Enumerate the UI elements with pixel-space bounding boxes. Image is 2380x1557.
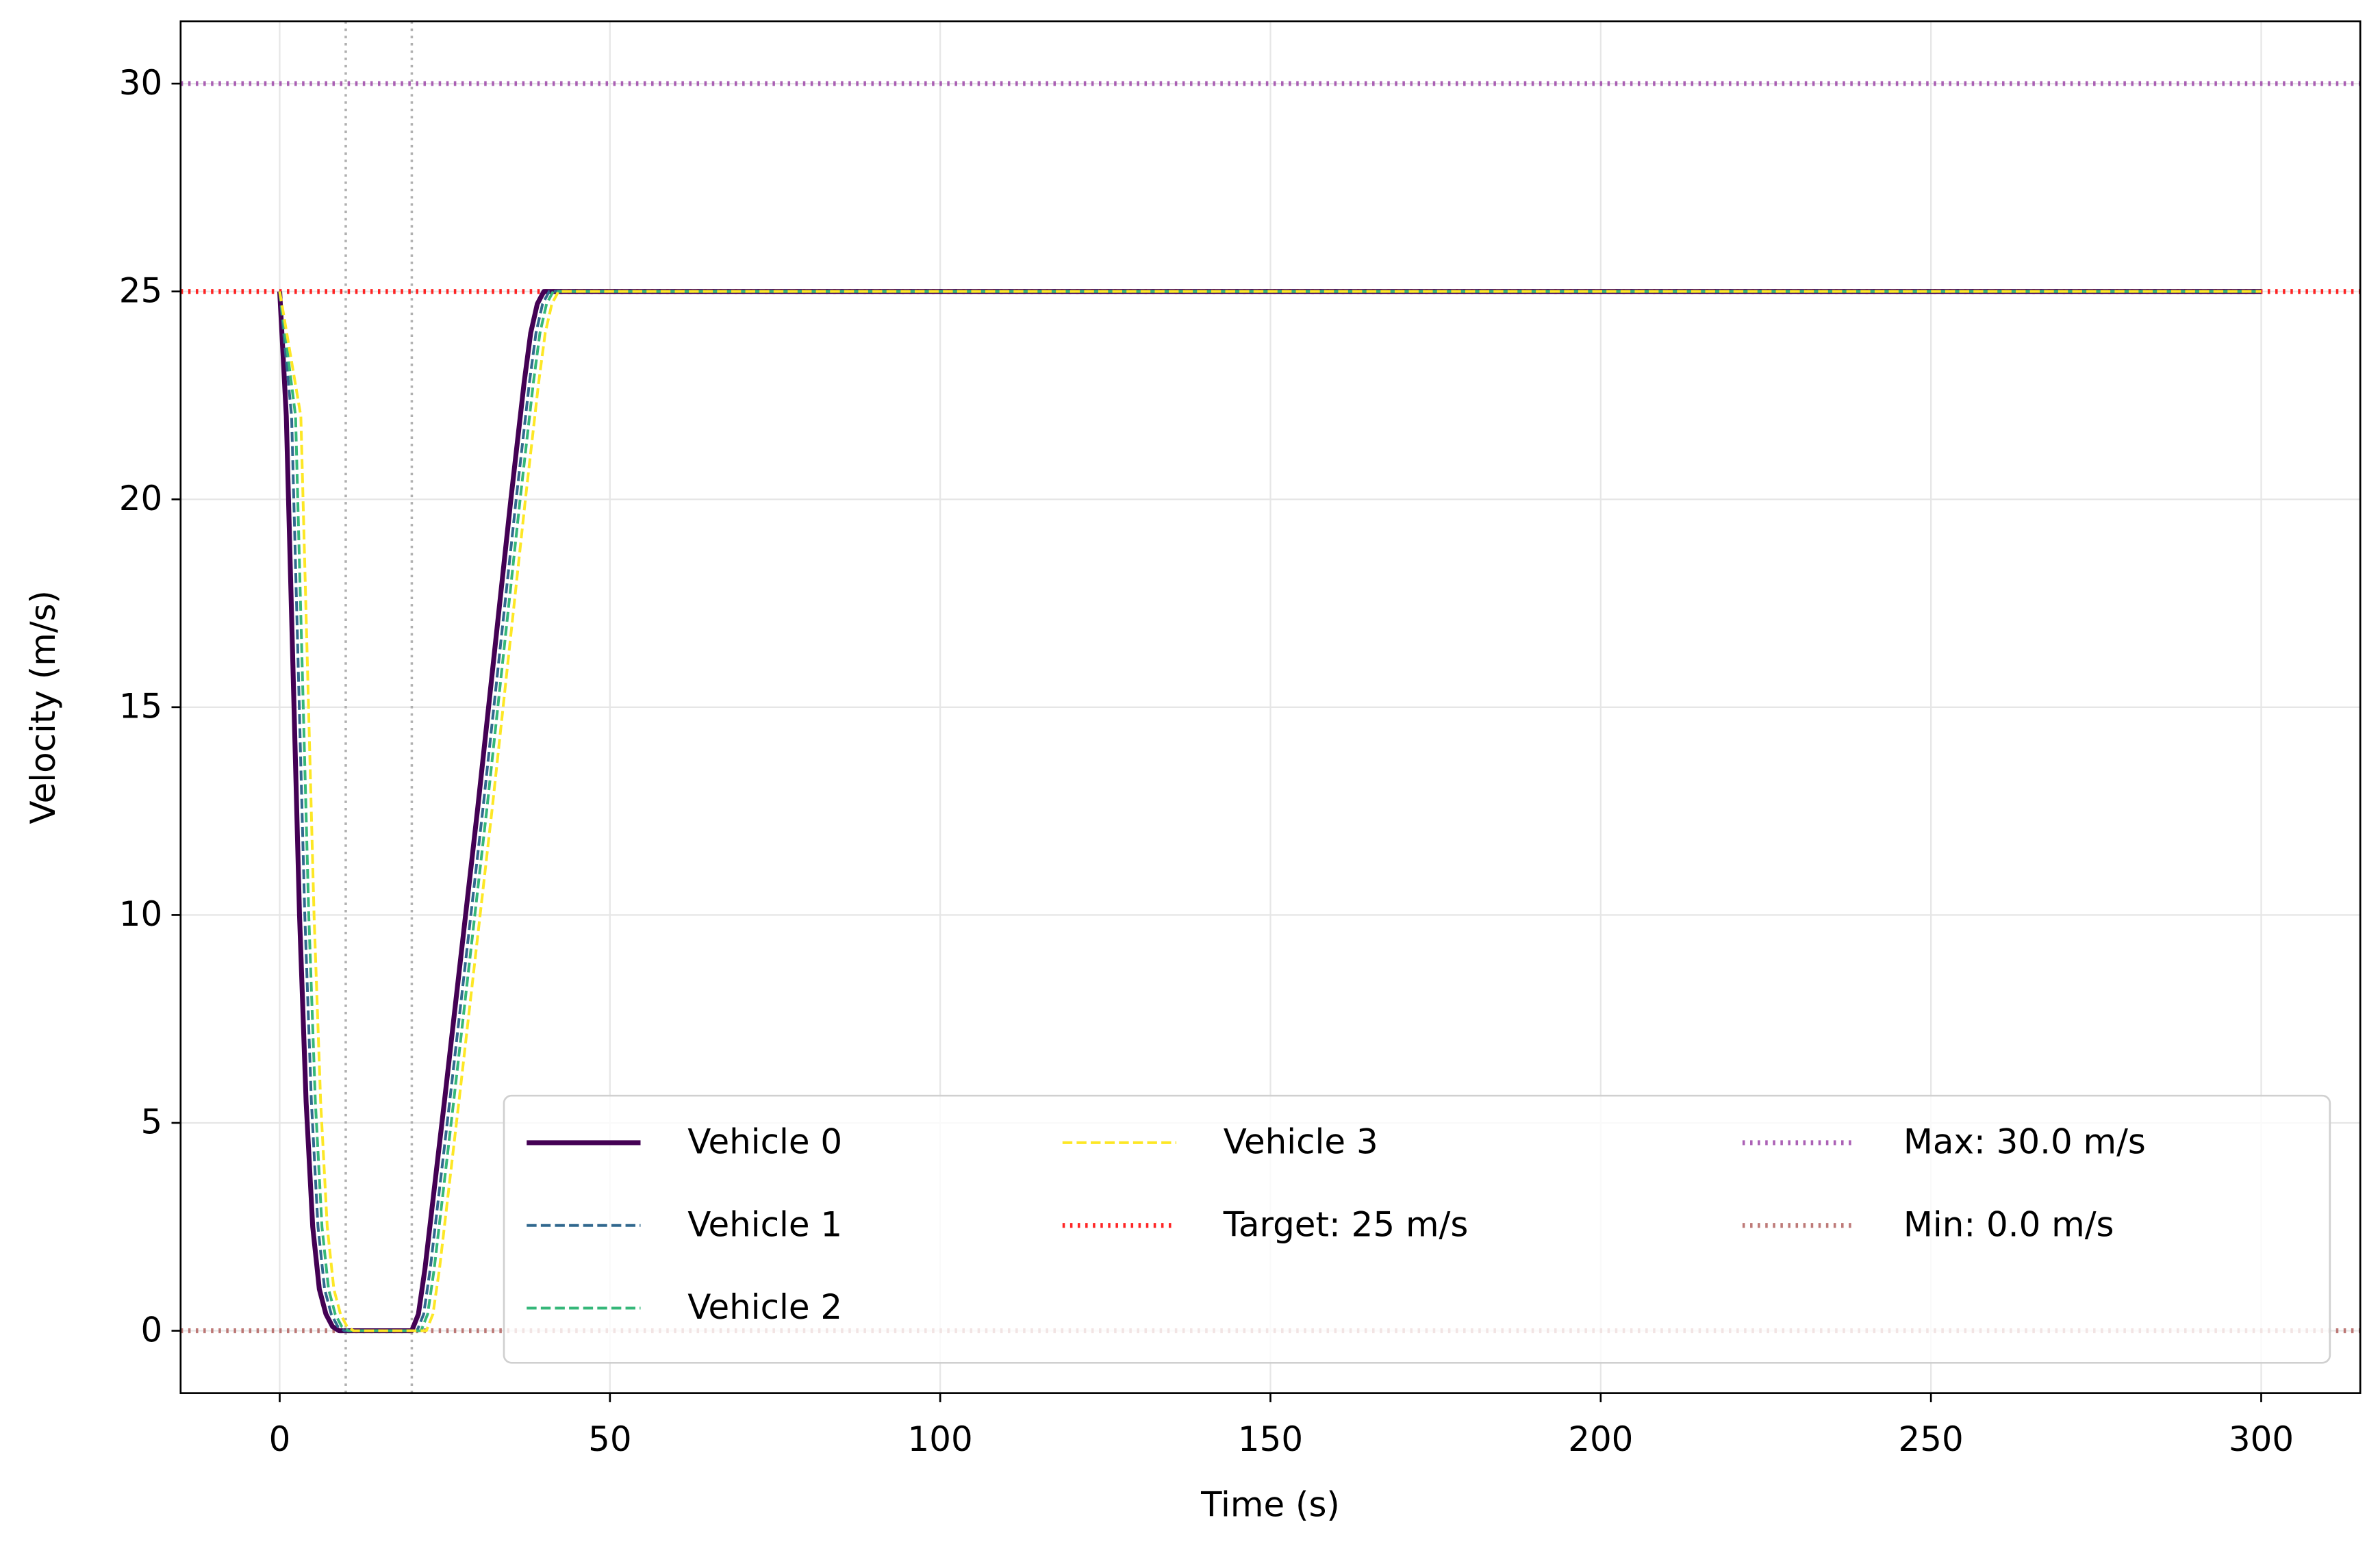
series-line [278,290,2262,1332]
y-tick-label: 30 [119,63,162,103]
y-tick-label: 10 [119,894,162,934]
x-tick-label: 0 [269,1419,291,1459]
y-tick-label: 25 [119,270,162,310]
x-axis-label: Time (s) [1200,1484,1340,1524]
plot-area [180,21,2361,1393]
ticks: 0 50 100 150 200 250 300 0 5 10 15 20 25 30 [119,63,2294,1459]
y-tick-label: 20 [119,479,162,518]
legend-label: Max: 30.0 m/s [1903,1122,2146,1162]
legend-label: Vehicle 3 [1224,1122,1378,1162]
x-tick-label: 150 [1238,1419,1303,1459]
legend-label: Vehicle 0 [687,1122,842,1162]
legend: Vehicle 0 Vehicle 1 Vehicle 2 Vehicle 3 Targ… [503,1094,2331,1364]
x-tick-label: 250 [1899,1419,1964,1459]
legend-label: Target: 25 m/s [1223,1204,1469,1244]
y-tick-label: 15 [119,687,162,726]
legend-label: Vehicle 2 [687,1287,842,1327]
legend-box [503,1094,2331,1364]
y-axis-label: Velocity (m/s) [23,590,63,824]
y-tick-label: 5 [140,1102,162,1142]
x-tick-label: 200 [1568,1419,1633,1459]
legend-label: Vehicle 1 [687,1204,842,1244]
x-tick-label: 300 [2229,1419,2294,1459]
x-tick-label: 100 [908,1419,973,1459]
x-tick-label: 50 [588,1419,631,1459]
legend-label: Min: 0.0 m/s [1903,1204,2114,1244]
y-tick-label: 0 [140,1310,162,1350]
